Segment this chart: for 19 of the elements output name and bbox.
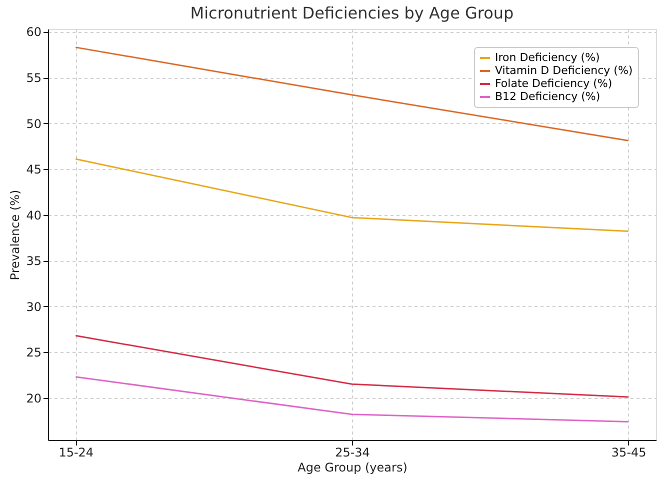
y-tick-label: 45 [26,162,42,177]
y-tick-label: 60 [26,25,42,40]
y-tick-label: 55 [26,71,42,86]
y-tick-label: 40 [26,208,42,222]
y-tick-label: 50 [26,116,42,131]
x-tick-label: 35-45 [611,446,646,460]
x-tick-label: 25-34 [335,446,370,460]
y-tick-label: 25 [26,346,42,360]
x-axis-title: Age Group (years) [298,460,408,474]
x-tick-label: 15-24 [58,446,94,460]
y-axis-title: Prevalence (%) [8,190,22,280]
chart-title: Micronutrient Deficiencies by Age Group [190,4,514,23]
legend-label: Folate Deficiency (%) [495,77,612,90]
y-tick-label: 30 [26,300,42,314]
y-tick-label: 35 [26,254,42,268]
legend-label: B12 Deficiency (%) [495,90,600,103]
y-tick-label: 20 [26,391,42,406]
legend-label: Iron Deficiency (%) [495,51,600,64]
legend-label: Vitamin D Deficiency (%) [495,64,633,77]
